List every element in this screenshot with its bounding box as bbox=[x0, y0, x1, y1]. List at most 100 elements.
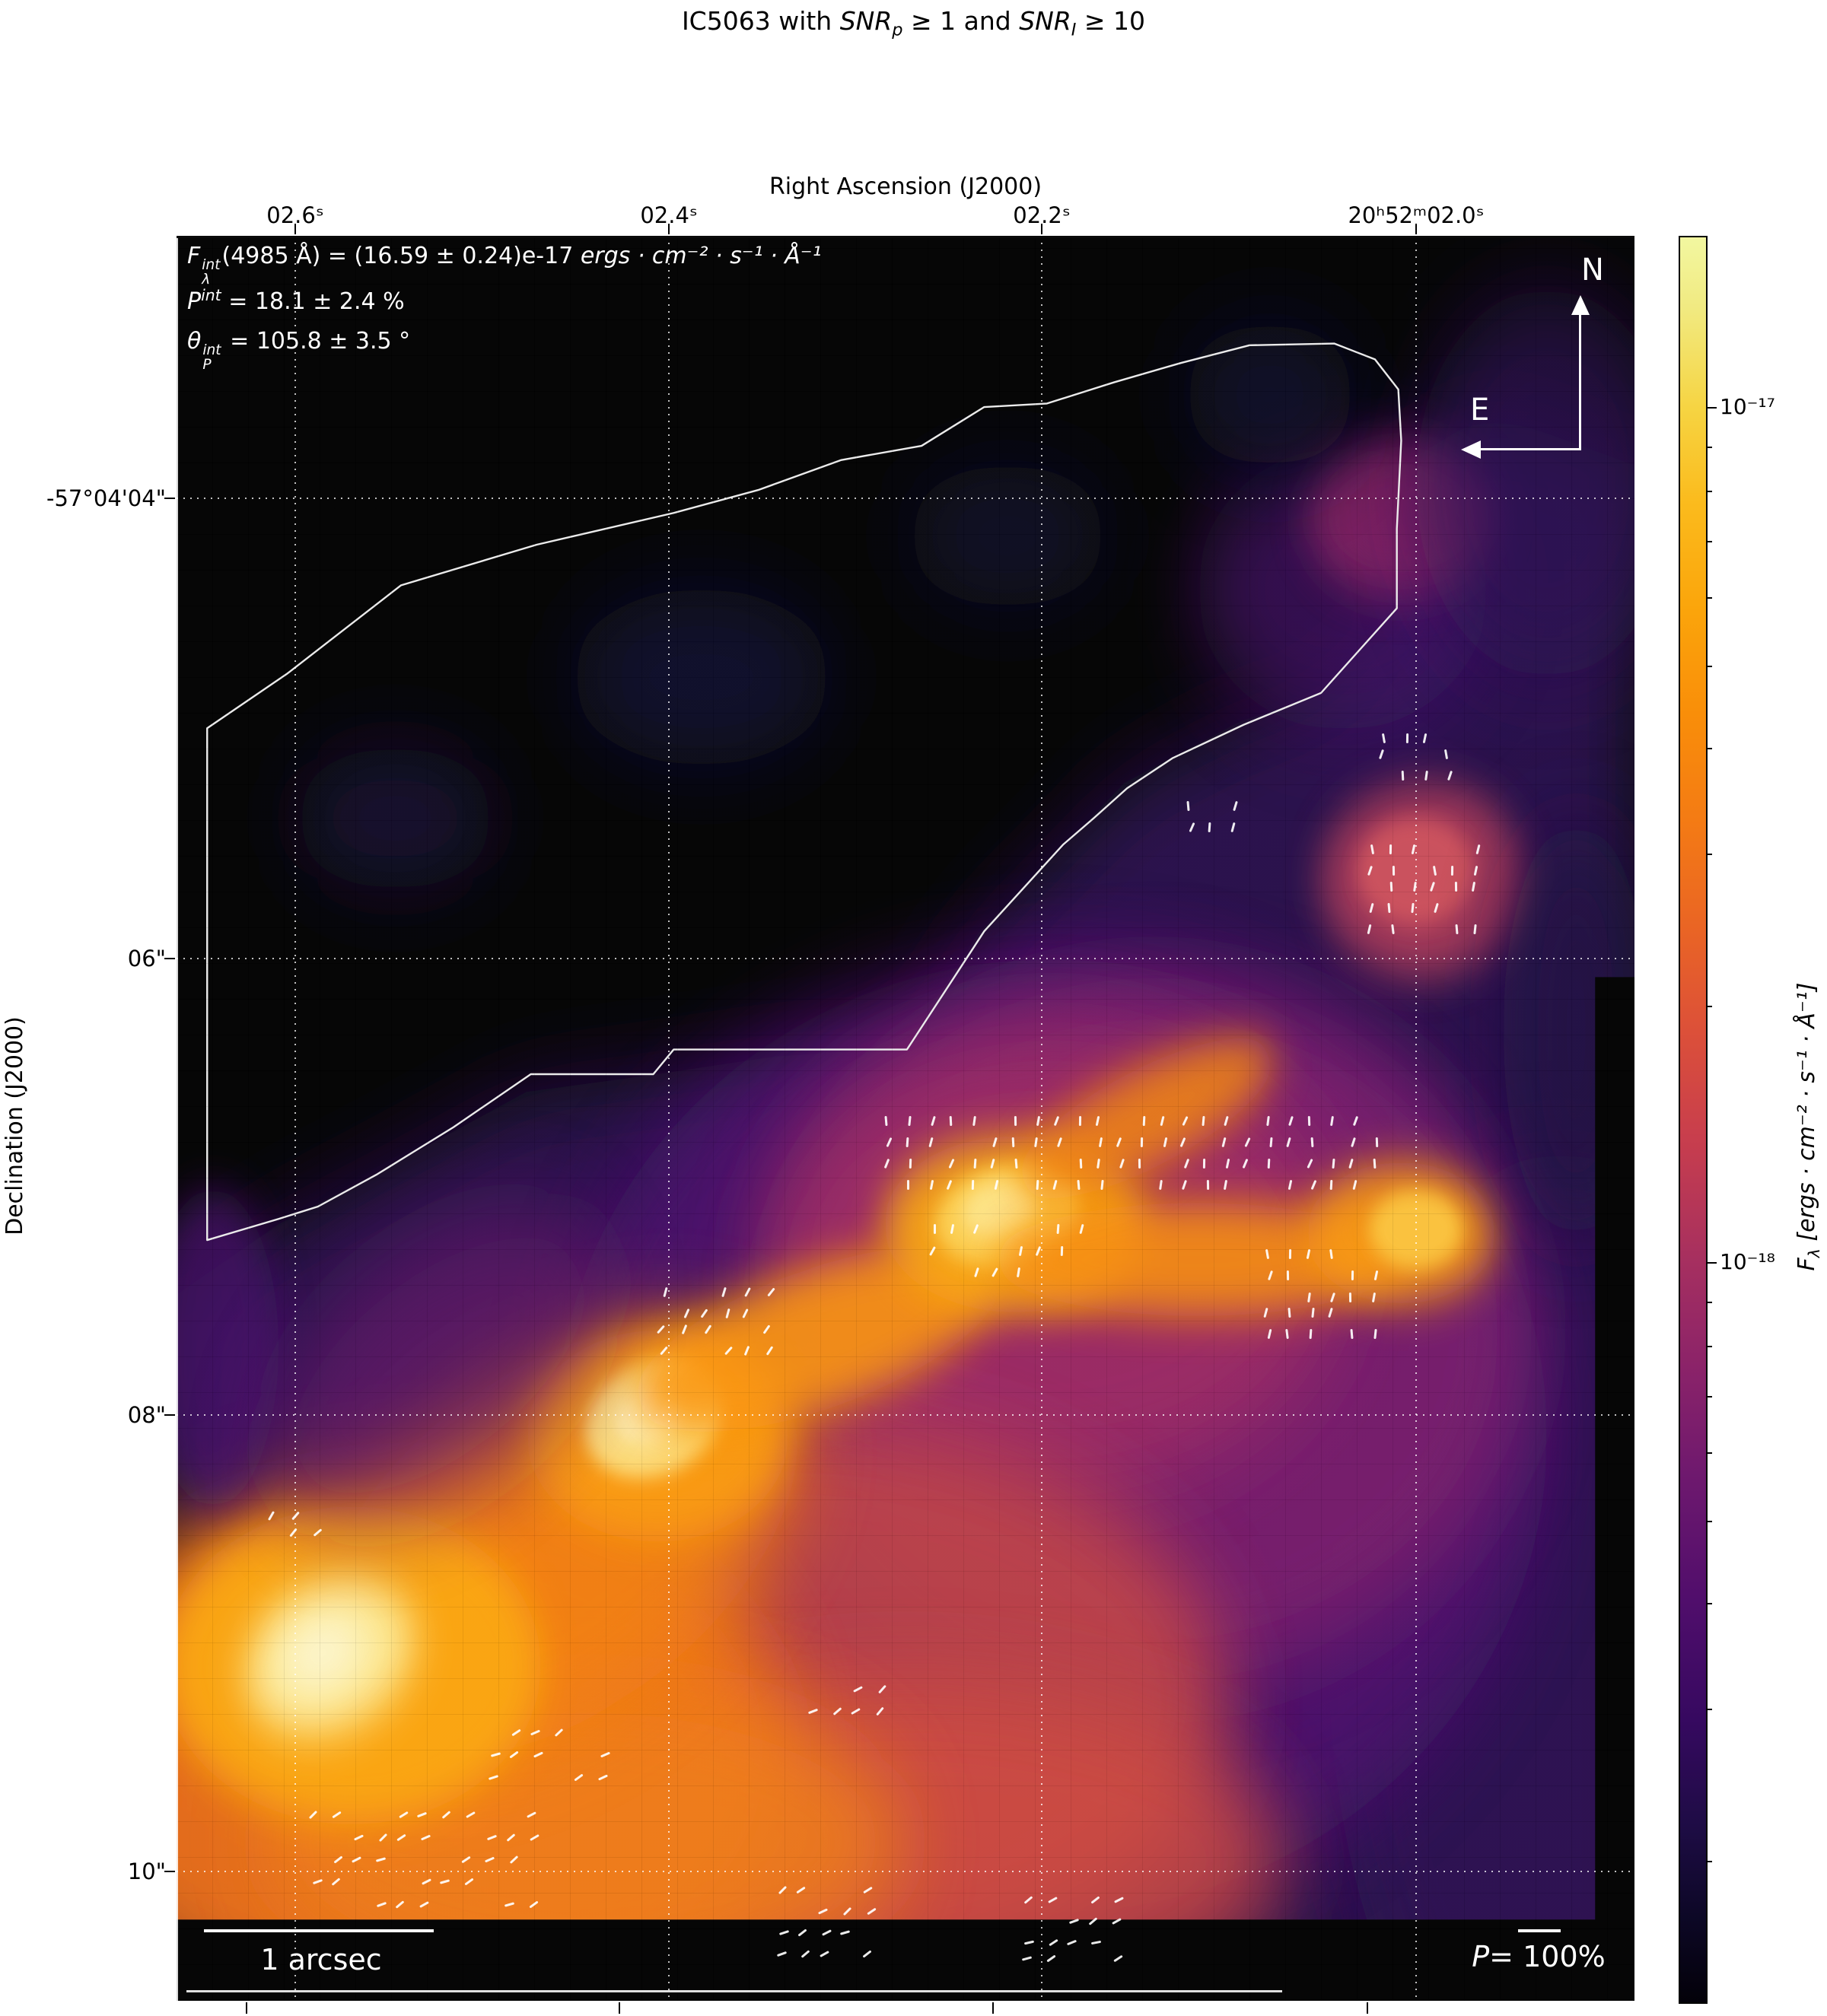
image-blob bbox=[992, 1203, 1402, 1316]
polarization-vector bbox=[1406, 733, 1409, 744]
colorbar-minor-tick bbox=[1706, 1708, 1712, 1710]
polarization-vector bbox=[906, 1137, 909, 1148]
polarization-vector bbox=[933, 1224, 936, 1235]
polarization-vector bbox=[1351, 1270, 1354, 1281]
colorbar-label: Fλ [ergs · cm⁻² · s⁻¹ · Å⁻¹] bbox=[1794, 982, 1823, 1271]
y-axis-tick bbox=[164, 1413, 175, 1416]
scale-bar-label: 1 arcsec bbox=[260, 1943, 382, 1976]
polarization-legend-bar bbox=[1518, 1929, 1561, 1932]
polarization-vector bbox=[1309, 1329, 1313, 1340]
colorbar-minor-tick bbox=[1706, 1301, 1712, 1303]
colorbar-major-tick bbox=[1706, 1262, 1717, 1264]
colorbar-minor-tick bbox=[1706, 1520, 1712, 1522]
y-axis-tick bbox=[164, 1870, 175, 1872]
polarization-legend-label: P= 100% bbox=[1472, 1940, 1606, 1973]
colorbar-tick-label: 10⁻¹⁷ bbox=[1720, 393, 1775, 419]
polarization-vector bbox=[1011, 1137, 1015, 1148]
polarization-vector bbox=[971, 1180, 975, 1191]
data-edge-mask bbox=[177, 1919, 1634, 2001]
polarization-vector bbox=[1307, 1115, 1310, 1126]
x-axis-bottom-tick bbox=[245, 2002, 247, 2014]
x-axis-bottom-tick bbox=[1367, 2002, 1369, 2014]
polarization-vector bbox=[1375, 1137, 1379, 1148]
colorbar-major-tick bbox=[1706, 406, 1717, 409]
grid-line-ra bbox=[294, 236, 296, 2001]
x-axis-bottom-tick bbox=[991, 2002, 994, 2014]
colorbar-tick-label: 10⁻¹⁸ bbox=[1720, 1249, 1775, 1274]
colorbar-minor-tick bbox=[1706, 541, 1712, 543]
colorbar bbox=[1679, 236, 1708, 2004]
y-tick-label: 08" bbox=[127, 1401, 166, 1428]
compass-east-arrow bbox=[1479, 448, 1580, 450]
polarization-vector bbox=[1350, 1329, 1354, 1340]
x-axis-tick bbox=[1040, 224, 1042, 234]
polarization-vector bbox=[1329, 1180, 1333, 1191]
image-blob bbox=[177, 1188, 279, 1507]
compass-east-arrowhead-icon bbox=[1461, 440, 1481, 459]
x-axis-tick bbox=[294, 224, 296, 234]
colorbar-minor-tick bbox=[1706, 1860, 1712, 1862]
y-tick-label: -57°04'04" bbox=[46, 485, 166, 511]
grid-line-dec bbox=[177, 958, 1634, 960]
snr-contour bbox=[207, 344, 1401, 1241]
image-blob bbox=[635, 1246, 1001, 1432]
polarization-vector bbox=[1392, 866, 1396, 876]
grid-line-ra bbox=[668, 236, 670, 2001]
polarization-vector bbox=[1389, 881, 1393, 892]
grid-line-dec bbox=[177, 497, 1634, 499]
angle-annotation: θ int P = 105.8 ± 3.5 ° bbox=[187, 328, 411, 373]
figure-title: IC5063 with SNRp ≥ 1 and SNRI ≥ 10 bbox=[681, 6, 1146, 40]
scale-bar bbox=[204, 1929, 434, 1932]
compass-north-arrow bbox=[1579, 312, 1581, 450]
y-tick-label: 10" bbox=[127, 1858, 166, 1884]
image-blob bbox=[266, 1208, 611, 1523]
x-axis-label: Right Ascension (J2000) bbox=[769, 173, 1042, 200]
compass-north-label: N bbox=[1581, 253, 1604, 288]
image-blob bbox=[279, 1614, 365, 1693]
polarization-vector bbox=[949, 1115, 953, 1126]
colorbar-minor-tick bbox=[1706, 1345, 1712, 1347]
top-spine bbox=[177, 236, 1634, 238]
polarization-vector bbox=[1203, 1159, 1206, 1169]
colorbar-minor-tick bbox=[1706, 1603, 1712, 1604]
image-blob bbox=[963, 1181, 1039, 1239]
x-axis-tick bbox=[668, 224, 670, 234]
grid-line-ra bbox=[1415, 236, 1417, 2001]
grid-line-ra bbox=[1040, 236, 1042, 2001]
polarization-vector bbox=[1060, 1245, 1063, 1256]
colorbar-gradient bbox=[1680, 237, 1706, 2002]
colorbar-minor-tick bbox=[1706, 853, 1712, 855]
polarization-vector bbox=[1014, 1115, 1017, 1126]
y-axis-tick bbox=[164, 497, 175, 499]
image-blob bbox=[570, 589, 833, 765]
compass-east-label: E bbox=[1470, 393, 1490, 428]
colorbar-minor-tick bbox=[1706, 666, 1712, 668]
image-blob bbox=[906, 465, 1110, 607]
image-blob bbox=[293, 747, 498, 889]
bottom-data-edge bbox=[186, 1990, 1282, 1992]
colorbar-minor-tick bbox=[1706, 490, 1712, 492]
image-blob bbox=[1182, 324, 1358, 466]
y-axis-tick bbox=[164, 958, 175, 960]
polarization-annotation: Pint = 18.1 ± 2.4 % bbox=[187, 286, 405, 315]
compass-north-arrowhead-icon bbox=[1571, 295, 1590, 315]
left-spine bbox=[177, 236, 178, 2001]
colorbar-minor-tick bbox=[1706, 1452, 1712, 1455]
polarization-vector bbox=[1454, 881, 1457, 892]
colorbar-minor-tick bbox=[1706, 747, 1712, 749]
polarization-vector bbox=[1206, 1180, 1209, 1191]
y-tick-label: 06" bbox=[127, 946, 166, 972]
flux-map-svg bbox=[177, 288, 1634, 2001]
polarization-vector bbox=[1078, 1115, 1081, 1126]
grid-line-dec bbox=[177, 1413, 1634, 1416]
colorbar-minor-tick bbox=[1706, 597, 1712, 599]
grid-line-dec bbox=[177, 1870, 1634, 1872]
x-axis-tick bbox=[1415, 224, 1417, 234]
polarization-vector bbox=[1349, 1292, 1352, 1302]
colorbar-minor-tick bbox=[1706, 1005, 1712, 1007]
pixelation-overlay bbox=[177, 236, 1634, 2001]
